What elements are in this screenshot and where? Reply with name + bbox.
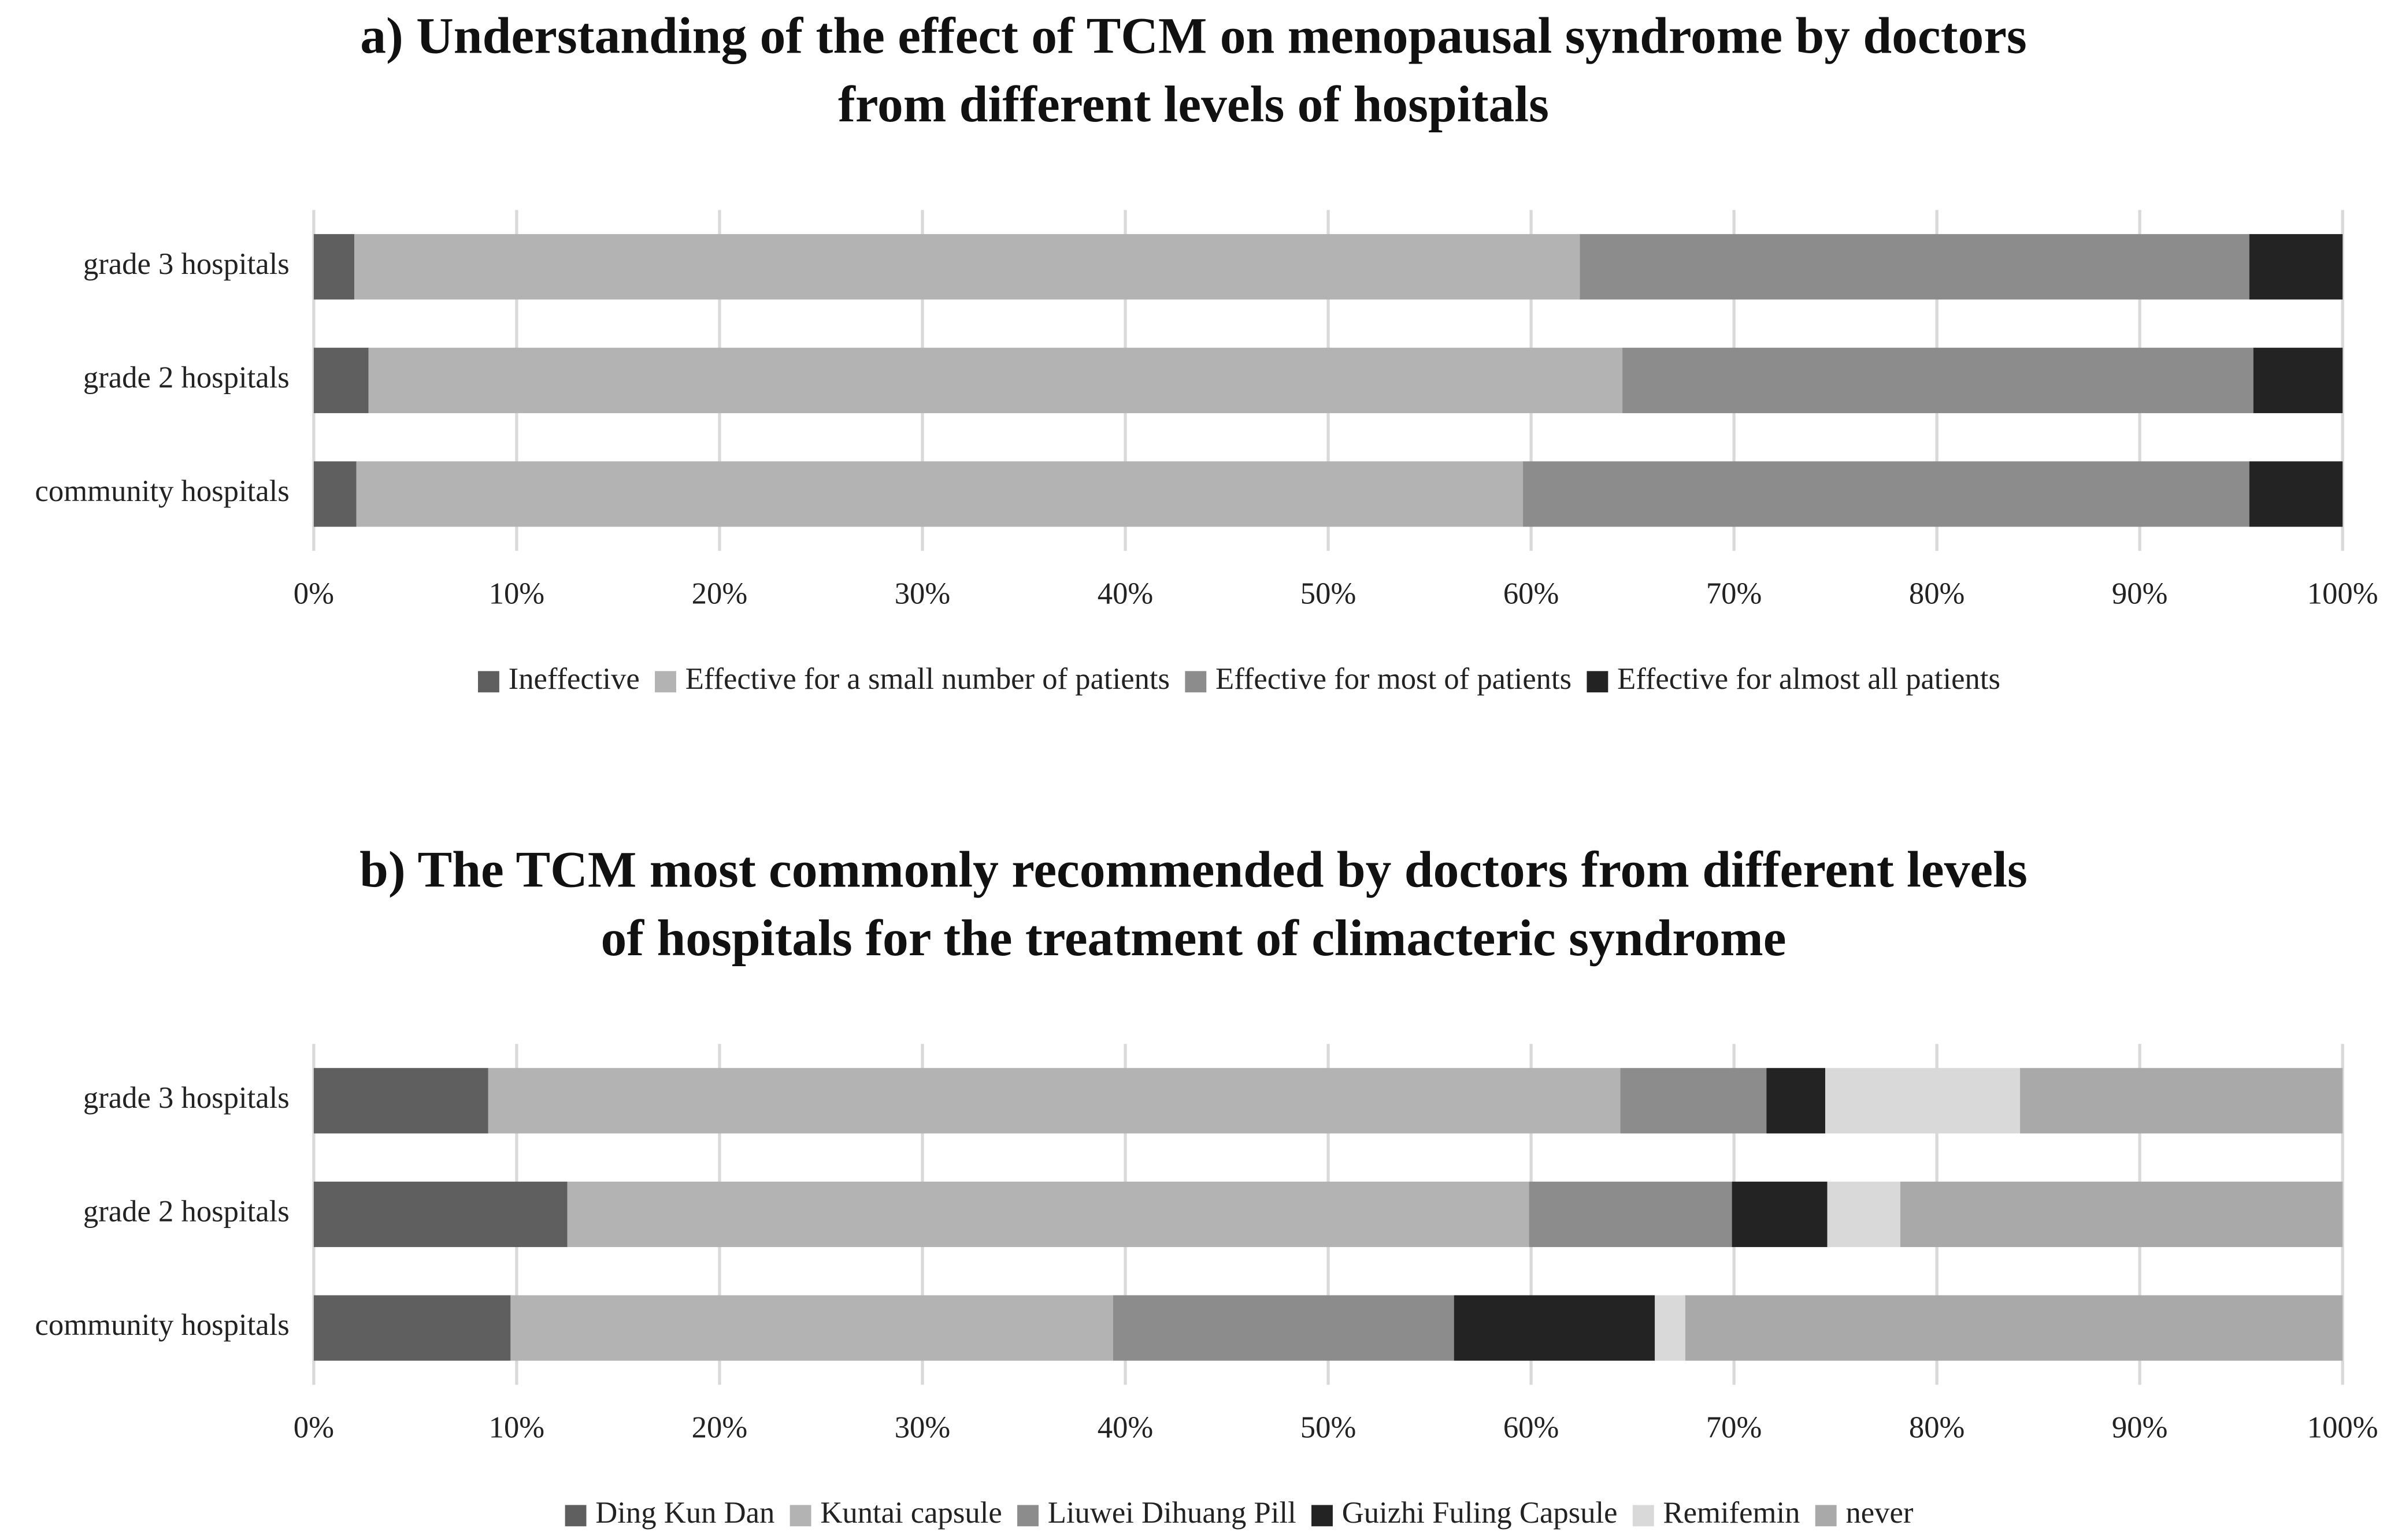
bar-segment [1732, 1181, 1828, 1248]
bar-segment [1655, 1295, 1685, 1361]
chart-title: from different levels of hospitals [838, 76, 1549, 133]
bar-segment [1523, 461, 2249, 527]
legend-swatch [478, 671, 499, 693]
bar-segment [313, 234, 355, 300]
legend-swatch [1815, 1505, 1837, 1527]
legend-swatch [565, 1505, 587, 1527]
x-tick-label: 0% [294, 577, 334, 610]
x-tick-label: 40% [1098, 577, 1154, 610]
legend-label: Guizhi Fuling Capsule [1342, 1496, 1618, 1530]
x-tick-label: 0% [294, 1411, 334, 1444]
bar-segment [1580, 234, 2249, 300]
legend: Ineffective Effective for a small number … [478, 662, 2000, 696]
chart-title: of hospitals for the treatment of climac… [601, 910, 1786, 967]
bar-segment [1113, 1295, 1454, 1361]
bar-segment [2020, 1068, 2343, 1134]
legend: Ding Kun Dan Kuntai capsule Liuwei Dihuang… [565, 1496, 1914, 1530]
x-tick-label: 100% [2307, 1411, 2378, 1444]
y-tick-label: grade 3 hospitals [83, 1081, 290, 1115]
y-tick-label: grade 2 hospitals [83, 1195, 290, 1229]
x-tick-label: 30% [895, 577, 951, 610]
x-tick-label: 70% [1706, 1411, 1762, 1444]
x-tick-label: 100% [2307, 577, 2378, 610]
x-tick-label: 30% [895, 1411, 951, 1444]
bar-segment [354, 234, 1580, 300]
chart: a) Understanding of the effect of TCM on… [35, 8, 2378, 696]
legend-swatch [1632, 1505, 1654, 1527]
x-tick-label: 50% [1300, 577, 1356, 610]
x-tick-label: 90% [2112, 577, 2168, 610]
x-tick-label: 20% [692, 1411, 748, 1444]
bar-segment [567, 1181, 1529, 1248]
legend-label: Kuntai capsule [820, 1496, 1002, 1530]
bar-segment [1529, 1181, 1732, 1248]
x-tick-label: 10% [489, 1411, 545, 1444]
x-tick-label: 60% [1503, 577, 1559, 610]
legend-swatch [655, 671, 676, 693]
bar-segment [2253, 347, 2343, 413]
x-tick-label: 40% [1098, 1411, 1154, 1444]
bar-segment [313, 1181, 568, 1248]
legend-label: never [1845, 1496, 1913, 1530]
legend-label: Ding Kun Dan [595, 1496, 774, 1530]
y-tick-label: community hospitals [35, 1308, 289, 1342]
legend-swatch [1587, 671, 1608, 693]
bar-segment [1766, 1068, 1826, 1134]
bar-segment [313, 347, 369, 413]
bar-segment [356, 461, 1524, 527]
legend-label: Liuwei Dihuang Pill [1048, 1496, 1296, 1530]
y-tick-label: grade 2 hospitals [83, 361, 290, 394]
x-tick-label: 50% [1300, 1411, 1356, 1444]
x-tick-label: 80% [1909, 577, 1965, 610]
legend-label: Effective for a small number of patients [685, 662, 1170, 696]
x-tick-label: 90% [2112, 1411, 2168, 1444]
legend-label: Effective for almost all patients [1617, 662, 2000, 696]
x-tick-label: 80% [1909, 1411, 1965, 1444]
y-tick-label: grade 3 hospitals [83, 247, 290, 281]
legend-label: Ineffective [509, 662, 640, 696]
bar-segment [1622, 347, 2253, 413]
y-tick-label: community hospitals [35, 474, 289, 508]
bar-segment [510, 1295, 1113, 1361]
bar-segment [488, 1068, 1621, 1134]
bar-segment [1685, 1295, 2343, 1361]
x-tick-label: 70% [1706, 577, 1762, 610]
bar-segment [1454, 1295, 1655, 1361]
bar-segment [1827, 1181, 1900, 1248]
legend-swatch [790, 1505, 811, 1527]
legend-swatch [1311, 1505, 1333, 1527]
bar-segment [2249, 234, 2343, 300]
x-tick-label: 60% [1503, 1411, 1559, 1444]
x-tick-label: 10% [489, 577, 545, 610]
x-tick-label: 20% [692, 577, 748, 610]
chart-title: a) Understanding of the effect of TCM on… [360, 8, 2027, 65]
bar-segment [2249, 461, 2343, 527]
bar-segment [1825, 1068, 2021, 1134]
bar-segment [313, 1295, 511, 1361]
chart: b) The TCM most commonly recommended by … [35, 841, 2378, 1530]
bar-segment [1620, 1068, 1767, 1134]
bar-segment [313, 461, 357, 527]
legend-label: Effective for most of patients [1215, 662, 1571, 696]
bar-segment [368, 347, 1623, 413]
legend-swatch [1017, 1505, 1039, 1527]
bar-segment [1900, 1181, 2343, 1248]
legend-label: Remifemin [1663, 1496, 1800, 1530]
legend-swatch [1185, 671, 1207, 693]
chart-title: b) The TCM most commonly recommended by … [359, 841, 2028, 899]
bar-segment [313, 1068, 488, 1134]
